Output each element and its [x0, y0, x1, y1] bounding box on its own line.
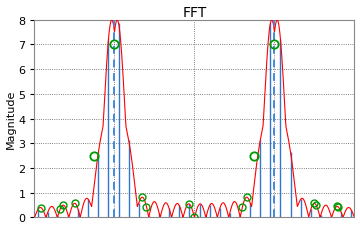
Y-axis label: Magnitude: Magnitude [5, 90, 15, 149]
Title: FFT: FFT [183, 5, 207, 19]
